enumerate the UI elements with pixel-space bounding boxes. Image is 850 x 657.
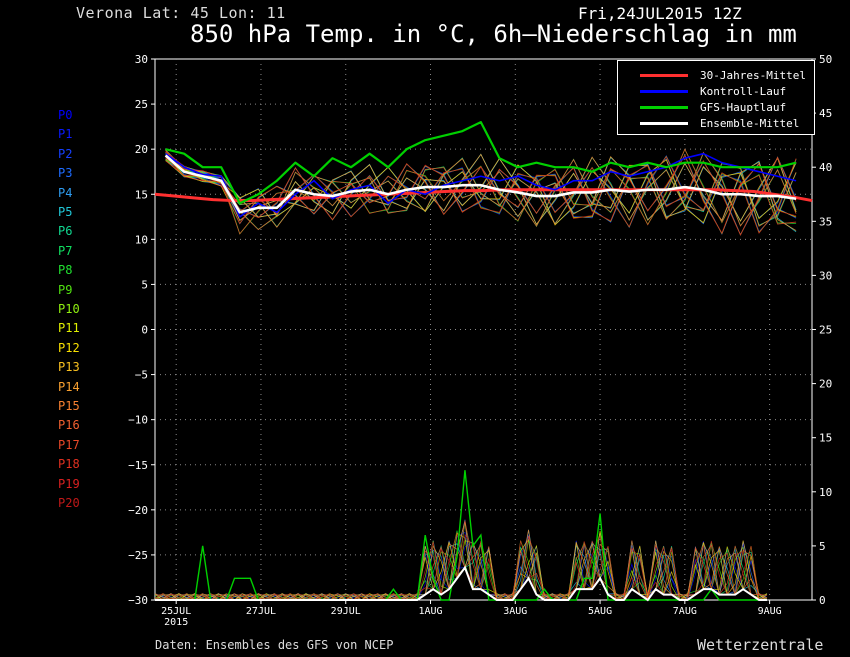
y-tick-label-right: 15 — [819, 432, 832, 445]
member-label-p0: P0 — [58, 108, 73, 122]
y-tick-label-left: 5 — [141, 278, 148, 291]
x-tick-label: 1AUG — [418, 606, 442, 617]
y-tick-label-left: 30 — [135, 53, 148, 66]
y-tick-label-right: 0 — [819, 594, 826, 607]
precip-line-0 — [155, 470, 767, 601]
legend-swatch — [640, 74, 688, 77]
member-label-p17: P17 — [58, 437, 80, 452]
member-label-p9: P9 — [58, 282, 73, 297]
legend-item-climatology: 30-Jahres-Mittel — [618, 67, 816, 83]
member-label-p8: P8 — [58, 263, 73, 278]
legend-swatch — [640, 122, 688, 125]
series-line-1 — [165, 152, 797, 218]
member-label-p19: P19 — [58, 476, 80, 491]
location-label: Verona Lat: 45 Lon: 11 — [76, 4, 286, 22]
y-tick-label-left: 20 — [135, 143, 148, 156]
member-line-p13 — [165, 157, 797, 226]
member-label-p16: P16 — [58, 418, 80, 433]
plot-frame — [154, 58, 813, 601]
y-tick-label-right: 25 — [819, 324, 832, 337]
precip-line-1 — [155, 565, 767, 602]
legend-swatch — [640, 106, 688, 109]
y-tick-label-right: 5 — [819, 540, 826, 553]
y-tick-label-right: 45 — [819, 107, 832, 120]
legend-label: Kontroll-Lauf — [700, 85, 787, 98]
y-tick-label-right: 30 — [819, 269, 832, 282]
member-label-p6: P6 — [58, 224, 73, 239]
brand-label: Wetterzentrale — [697, 636, 824, 654]
legend-item-control: Kontroll-Lauf — [618, 83, 816, 99]
member-label-p15: P15 — [58, 399, 80, 413]
x-tick-label: 27JUL — [246, 606, 276, 617]
y-tick-label-right: 20 — [819, 378, 832, 391]
member-label-p18: P18 — [58, 457, 80, 472]
x-tick-label: 3AUG — [503, 606, 527, 617]
y-tick-label-right: 35 — [819, 215, 832, 228]
x-tick-label: 9AUG — [758, 606, 782, 617]
y-tick-label-right: 40 — [819, 161, 832, 174]
series-line-3 — [164, 154, 797, 214]
member-label-p1: P1 — [58, 127, 73, 142]
member-line-p15 — [165, 151, 797, 228]
member-label-p13: P13 — [58, 360, 80, 375]
x-tick-label: 2015 — [164, 617, 188, 628]
y-tick-label-left: −20 — [128, 504, 148, 517]
run-date: Fri,24JUL2015 12Z — [578, 4, 742, 23]
y-tick-label-left: −30 — [128, 594, 148, 607]
legend-item-gfs: GFS-Hauptlauf — [618, 99, 816, 115]
legend: 30-Jahres-Mittel Kontroll-Lauf GFS-Haupt… — [617, 60, 815, 135]
member-line-p20 — [165, 151, 797, 234]
x-tick-label: 7AUG — [673, 606, 697, 617]
x-tick-label: 5AUG — [588, 606, 612, 617]
member-label-p5: P5 — [58, 205, 73, 219]
x-tick-label: 29JUL — [331, 606, 361, 617]
chart-title: 850 hPa Temp. in °C, 6h–Niederschlag in … — [190, 20, 797, 48]
legend-label: 30-Jahres-Mittel — [700, 69, 806, 82]
legend-item-ensemble-mean: Ensemble-Mittel — [618, 115, 816, 131]
x-tick-label: 25JUL — [161, 606, 191, 617]
y-tick-label-right: 50 — [819, 53, 832, 66]
y-tick-label-left: −25 — [128, 549, 148, 562]
y-tick-label-left: 25 — [135, 98, 148, 111]
member-label-p2: P2 — [58, 146, 73, 161]
member-label-p7: P7 — [58, 243, 73, 258]
y-tick-label-left: −10 — [128, 414, 148, 427]
y-tick-label-left: −15 — [128, 459, 148, 472]
member-label-p3: P3 — [58, 166, 73, 181]
member-label-p12: P12 — [58, 340, 80, 355]
member-label-p11: P11 — [58, 321, 80, 336]
legend-label: Ensemble-Mittel — [700, 117, 800, 130]
member-label-p14: P14 — [58, 379, 80, 394]
y-tick-label-right: 10 — [819, 486, 832, 499]
legend-swatch — [640, 90, 688, 93]
y-tick-label-left: 0 — [141, 324, 148, 337]
member-label-p20: P20 — [58, 496, 80, 510]
y-tick-label-left: 10 — [135, 233, 148, 246]
data-source: Daten: Ensembles des GFS von NCEP — [155, 638, 394, 652]
member-label-p10: P10 — [58, 302, 80, 316]
legend-label: GFS-Hauptlauf — [700, 101, 787, 114]
member-line-p14 — [165, 153, 797, 231]
y-tick-label-left: −5 — [135, 369, 148, 382]
series-line-2 — [165, 121, 797, 205]
member-label-p4: P4 — [58, 185, 73, 200]
y-tick-label-left: 15 — [135, 188, 148, 201]
